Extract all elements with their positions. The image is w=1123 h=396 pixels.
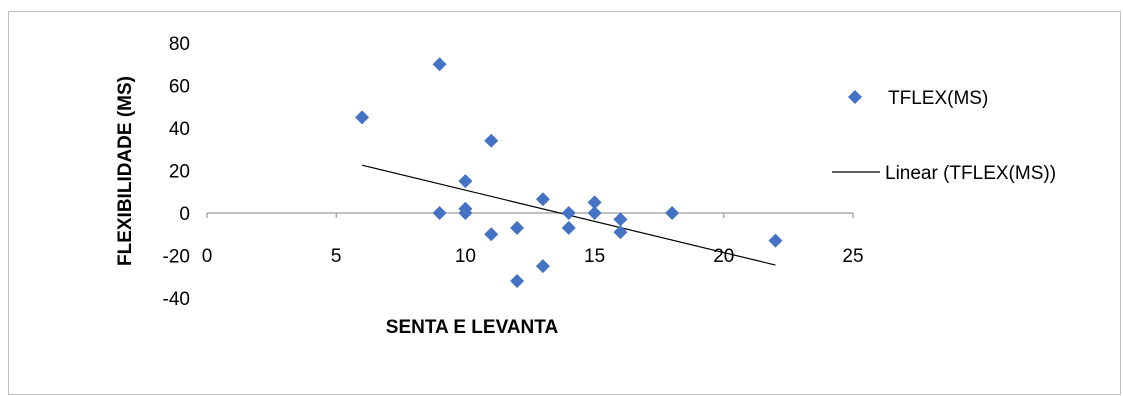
x-axis-ticks: 0 5 10 15 20 25 bbox=[202, 246, 864, 267]
data-point bbox=[768, 233, 783, 248]
y-tick-label: -40 bbox=[163, 289, 190, 310]
x-tick-label: 25 bbox=[842, 246, 863, 267]
x-axis bbox=[206, 212, 854, 218]
legend-label-series: TFLEX(MS) bbox=[888, 88, 988, 109]
data-point bbox=[484, 227, 499, 242]
data-point bbox=[613, 212, 628, 227]
y-axis-title: FLEXIBILIDADE (MS) bbox=[115, 76, 136, 266]
data-point bbox=[432, 57, 447, 72]
y-tick-label: 0 bbox=[179, 204, 190, 225]
legend: TFLEX(MS) Linear (TFLEX(MS)) bbox=[832, 88, 1056, 184]
data-point bbox=[561, 220, 576, 235]
y-tick-label: 80 bbox=[169, 34, 190, 55]
data-point bbox=[587, 206, 602, 220]
data-point bbox=[665, 206, 680, 220]
data-points bbox=[355, 57, 783, 288]
data-point bbox=[484, 133, 499, 148]
data-point bbox=[535, 192, 550, 207]
data-point bbox=[613, 225, 628, 240]
legend-label-trendline: Linear (TFLEX(MS)) bbox=[885, 163, 1056, 184]
data-point bbox=[432, 206, 447, 220]
y-tick-label: 20 bbox=[169, 162, 190, 183]
y-tick-label: 40 bbox=[169, 119, 190, 140]
legend-marker-diamond bbox=[848, 90, 862, 104]
x-axis-title: SENTA E LEVANTA bbox=[386, 317, 559, 338]
data-point bbox=[535, 259, 550, 274]
data-point bbox=[458, 174, 473, 189]
x-tick-label: 0 bbox=[202, 246, 213, 267]
y-tick-label: 60 bbox=[169, 77, 190, 98]
y-axis-ticks: -40 -20 0 20 40 60 80 bbox=[163, 34, 190, 310]
x-tick-label: 20 bbox=[713, 246, 734, 267]
data-point bbox=[458, 206, 473, 220]
x-tick-label: 15 bbox=[584, 246, 605, 267]
data-point bbox=[355, 110, 370, 125]
x-tick-label: 10 bbox=[455, 246, 476, 267]
data-point bbox=[510, 274, 525, 288]
x-tick-label: 5 bbox=[331, 246, 342, 267]
data-point bbox=[561, 206, 576, 220]
y-tick-label: -20 bbox=[163, 247, 190, 268]
data-point bbox=[587, 195, 602, 210]
data-point bbox=[510, 220, 525, 235]
chart-frame bbox=[8, 11, 1121, 395]
